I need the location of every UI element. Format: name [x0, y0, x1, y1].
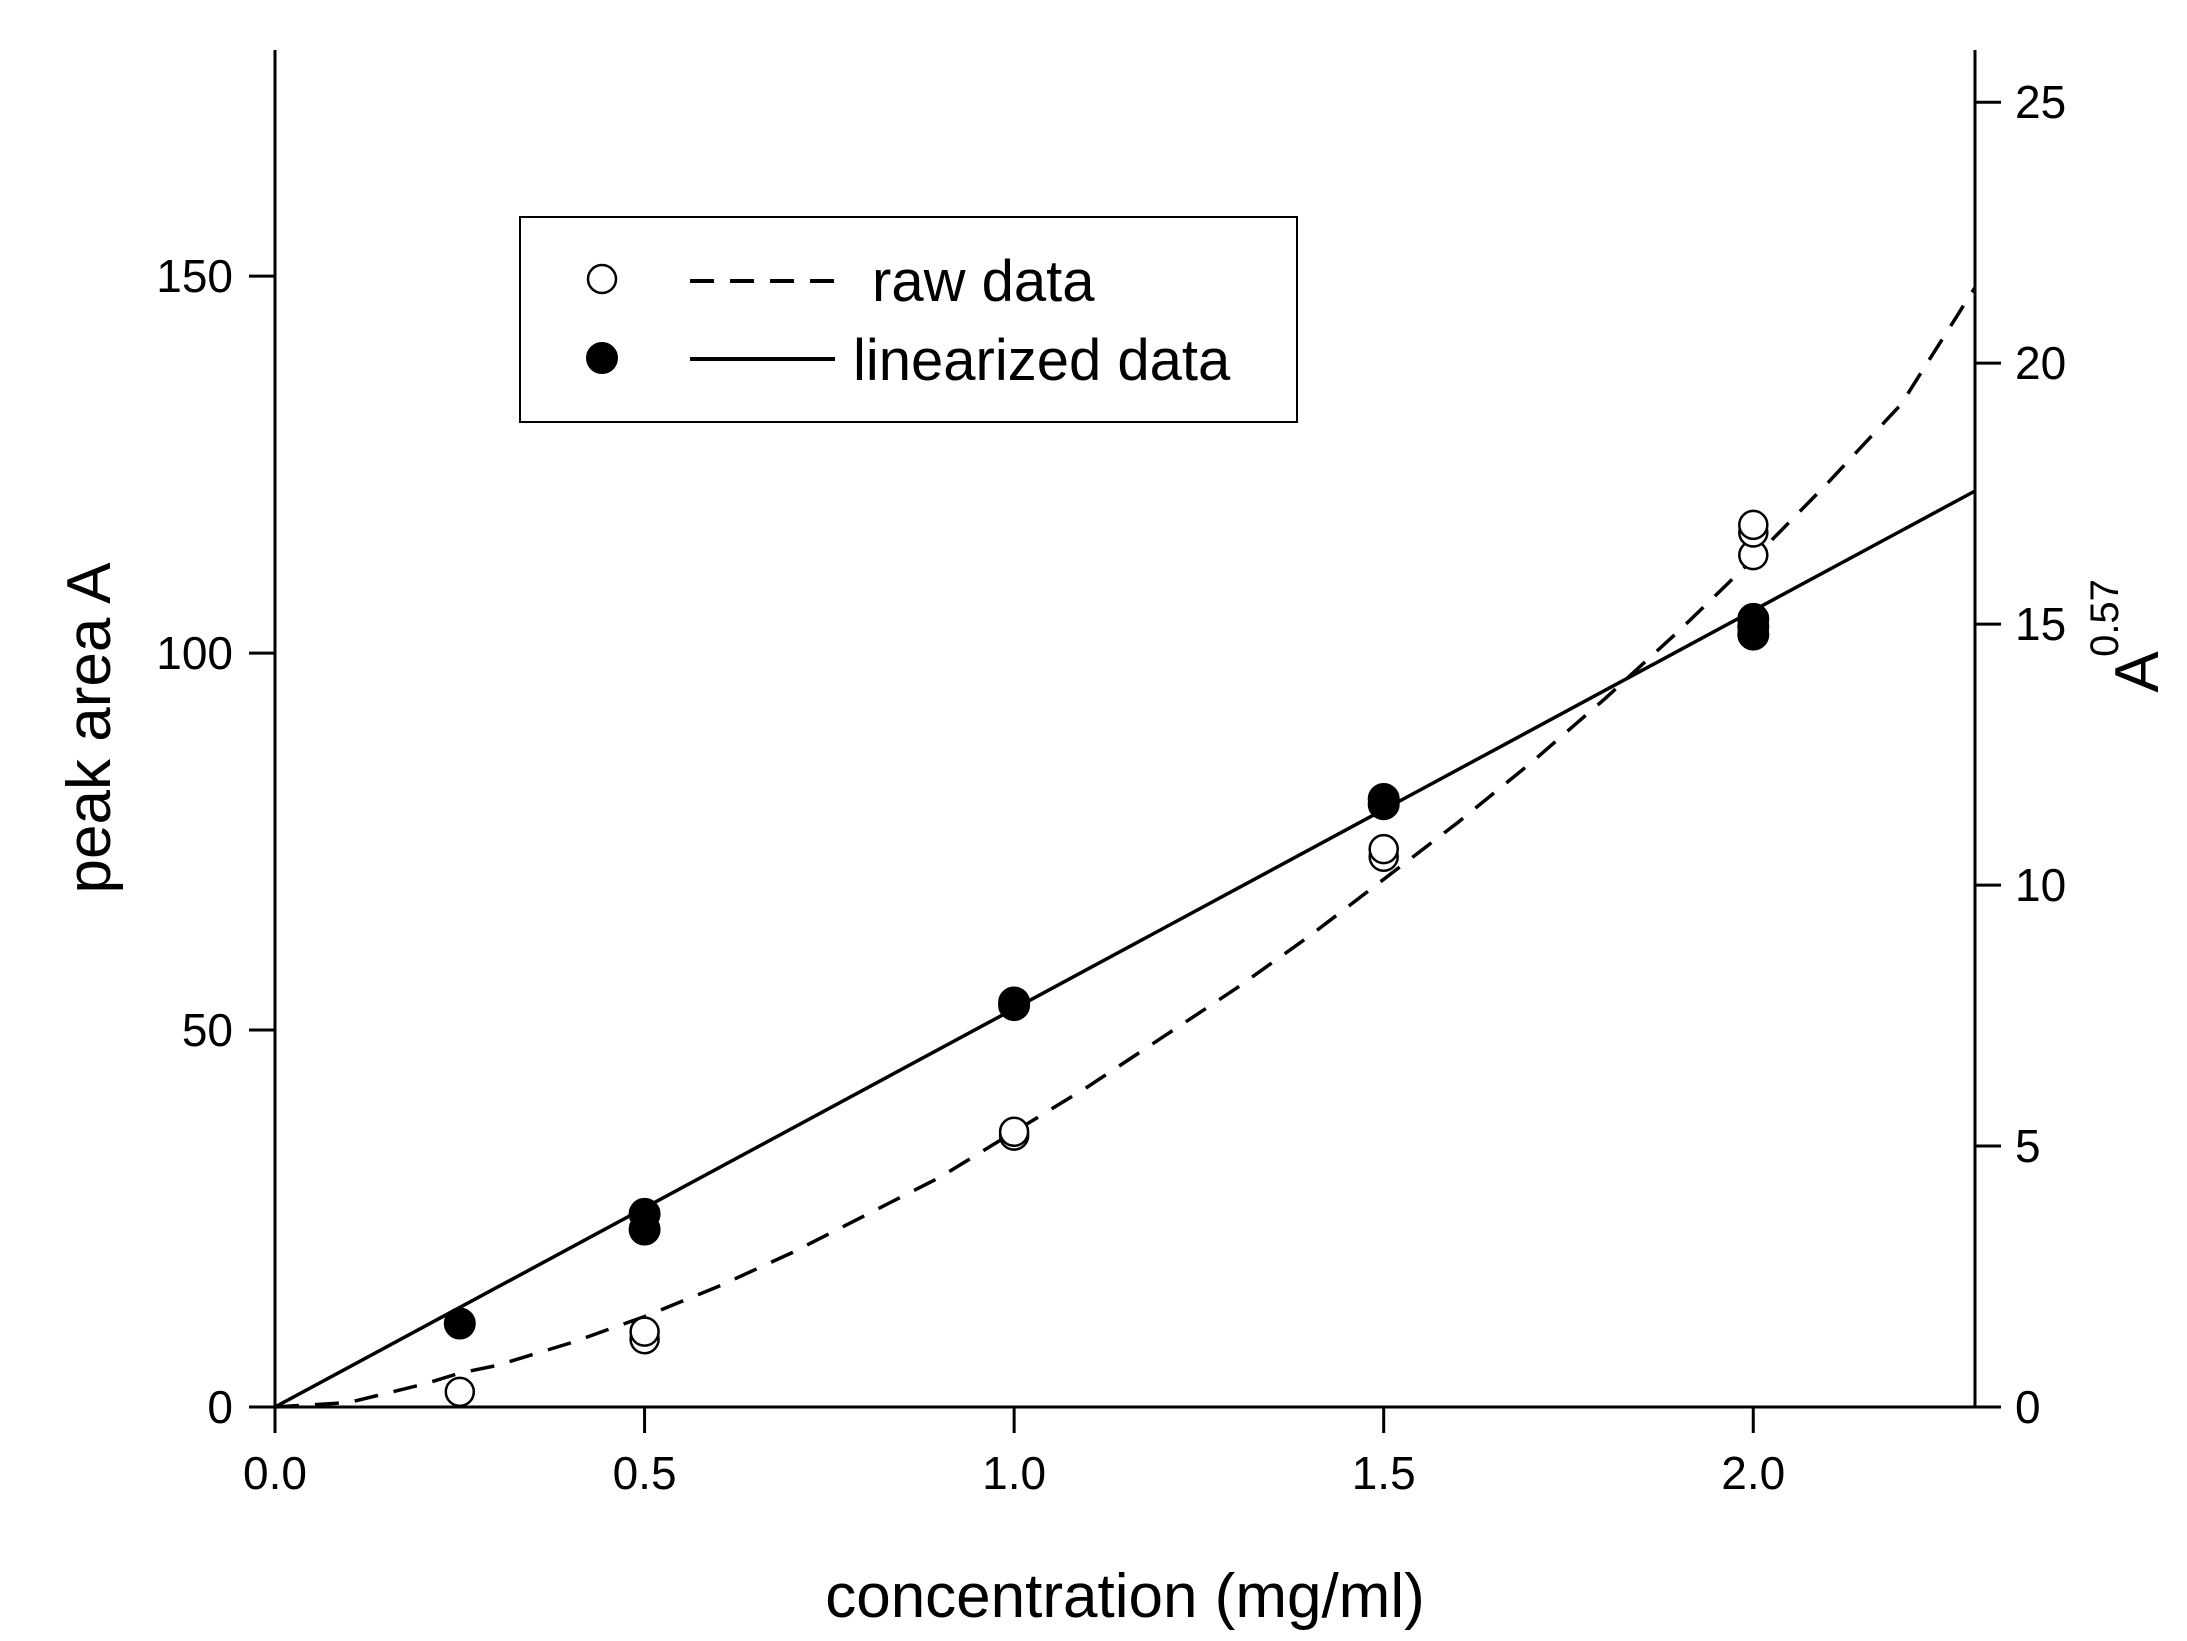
legend-linearized-marker [586, 342, 618, 374]
legend: raw data linearized data [519, 216, 1298, 423]
y-axis-title: peak area A [55, 562, 124, 894]
y2-axis-title-base: A [2103, 651, 2172, 693]
linearized-fit-line [274, 489, 1976, 1409]
raw-data-fit-line [274, 286, 1977, 1409]
raw-data-point [629, 1316, 660, 1347]
y-left-ticks: 0 50 100 150 [156, 250, 275, 1433]
raw-data-point [1738, 509, 1769, 541]
y-left-tick-label: 0 [207, 1381, 233, 1433]
raw-data-point [444, 1376, 476, 1408]
y-right-tick-label: 25 [2015, 76, 2066, 128]
x-tick-label: 1.5 [1352, 1447, 1416, 1499]
y-right-tick-label: 15 [2015, 598, 2066, 650]
linearized-data-point [1367, 783, 1400, 815]
linearized-data-point [1737, 602, 1770, 635]
y-right-ticks: 0 5 10 15 20 25 [1975, 76, 2066, 1433]
raw-data-point [1368, 833, 1399, 865]
x-tick-label: 0.0 [243, 1447, 307, 1499]
x-tick-label: 2.0 [1721, 1447, 1785, 1499]
linearized-data-point [443, 1307, 476, 1340]
x-tick-label: 1.0 [982, 1447, 1046, 1499]
y2-axis-title: A 0.57 [2083, 579, 2172, 693]
fit-lines [274, 286, 1977, 1409]
y-left-tick-label: 150 [156, 250, 233, 302]
data-points [443, 509, 1770, 1408]
y-right-tick-label: 0 [2015, 1381, 2041, 1433]
x-tick-label: 0.5 [613, 1447, 677, 1499]
x-ticks: 0.0 0.5 1.0 1.5 2.0 [243, 1407, 1785, 1499]
y-right-tick-label: 10 [2015, 859, 2066, 911]
legend-raw-marker [586, 263, 618, 295]
linearized-data-point [628, 1197, 661, 1230]
y2-axis-title-exponent: 0.57 [2083, 579, 2127, 657]
y-left-tick-label: 100 [156, 627, 233, 679]
raw-data-point [998, 1116, 1030, 1148]
legend-raw-label: raw data [872, 249, 1095, 314]
legend-linearized-label: linearized data [853, 328, 1231, 393]
legend-box [519, 216, 1298, 423]
y-right-tick-label: 20 [2015, 337, 2066, 389]
linearized-data-point [998, 986, 1031, 1019]
x-axis-title: concentration (mg/ml) [825, 1562, 1425, 1631]
y-left-tick-label: 50 [182, 1004, 233, 1056]
y-right-tick-label: 5 [2015, 1120, 2041, 1172]
